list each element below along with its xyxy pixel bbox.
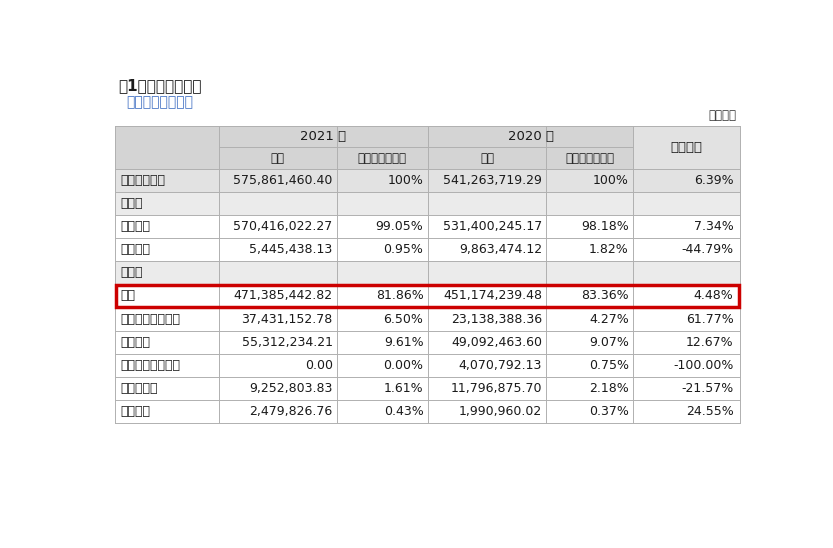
Text: 99.05%: 99.05% — [376, 220, 423, 233]
Text: 处置投资性房地产: 处置投资性房地产 — [121, 359, 181, 372]
Text: 471,385,442.82: 471,385,442.82 — [233, 289, 332, 302]
Bar — [115, 354, 740, 377]
Text: 100%: 100% — [387, 174, 423, 187]
Text: （1）营业收入构成: （1）营业收入构成 — [118, 78, 202, 93]
Bar — [115, 238, 740, 261]
Text: 2020 年: 2020 年 — [508, 130, 554, 143]
Text: 0.75%: 0.75% — [589, 359, 629, 372]
Text: 配件及其他: 配件及其他 — [121, 382, 158, 395]
Text: 占营业收入比重: 占营业收入比重 — [358, 152, 407, 164]
Text: 其他业务: 其他业务 — [121, 243, 151, 256]
Text: 100%: 100% — [593, 174, 629, 187]
Text: 4,070,792.13: 4,070,792.13 — [459, 359, 542, 372]
Text: 分行业: 分行业 — [121, 197, 143, 210]
Text: 7.34%: 7.34% — [694, 220, 733, 233]
Text: -21.57%: -21.57% — [681, 382, 733, 395]
Bar — [116, 285, 739, 307]
Text: 11,796,875.70: 11,796,875.70 — [451, 382, 542, 395]
Text: -100.00%: -100.00% — [673, 359, 733, 372]
Text: 分产品: 分产品 — [121, 266, 143, 279]
Bar — [115, 169, 740, 192]
Bar — [428, 126, 633, 169]
Text: 0.95%: 0.95% — [383, 243, 423, 256]
Text: 61.77%: 61.77% — [686, 312, 733, 326]
Text: -44.79%: -44.79% — [681, 243, 733, 256]
Text: 1.82%: 1.82% — [589, 243, 629, 256]
Text: 占营业收入比重: 占营业收入比重 — [565, 152, 614, 164]
Bar — [633, 126, 740, 169]
Text: 49,092,463.60: 49,092,463.60 — [451, 336, 542, 349]
Text: 安装收入: 安装收入 — [121, 336, 151, 349]
Text: 营业收入合计: 营业收入合计 — [121, 174, 166, 187]
Text: 单位：元: 单位：元 — [709, 109, 736, 122]
Text: 电梯行业: 电梯行业 — [121, 220, 151, 233]
Text: 81.86%: 81.86% — [376, 289, 423, 302]
Bar — [115, 261, 740, 284]
Text: 同比增减: 同比增减 — [671, 141, 702, 154]
Text: 9,252,803.83: 9,252,803.83 — [249, 382, 332, 395]
Text: 451,174,239.48: 451,174,239.48 — [443, 289, 542, 302]
Text: 0.00%: 0.00% — [383, 359, 423, 372]
Text: 570,416,022.27: 570,416,022.27 — [233, 220, 332, 233]
Text: 营业收入整体情况: 营业收入整体情况 — [126, 95, 192, 109]
Text: 扶梯、自动人行道: 扶梯、自动人行道 — [121, 312, 181, 326]
Text: 83.36%: 83.36% — [581, 289, 629, 302]
Text: 6.50%: 6.50% — [383, 312, 423, 326]
Text: 575,861,460.40: 575,861,460.40 — [233, 174, 332, 187]
Text: 9.61%: 9.61% — [384, 336, 423, 349]
Text: 金额: 金额 — [480, 152, 494, 164]
Bar — [115, 215, 740, 238]
Bar — [115, 400, 740, 423]
Bar — [115, 192, 740, 215]
Text: 租赁收入: 租赁收入 — [121, 405, 151, 418]
Bar — [115, 307, 740, 330]
Text: 98.18%: 98.18% — [581, 220, 629, 233]
Text: 5,445,438.13: 5,445,438.13 — [250, 243, 332, 256]
Text: 6.39%: 6.39% — [694, 174, 733, 187]
Text: 2.18%: 2.18% — [589, 382, 629, 395]
Text: 9.07%: 9.07% — [589, 336, 629, 349]
Text: 531,400,245.17: 531,400,245.17 — [443, 220, 542, 233]
Text: 金额: 金额 — [271, 152, 285, 164]
Bar — [219, 126, 428, 169]
Bar — [115, 126, 219, 169]
Text: 55,312,234.21: 55,312,234.21 — [242, 336, 332, 349]
Text: 0.37%: 0.37% — [589, 405, 629, 418]
Text: 1,990,960.02: 1,990,960.02 — [459, 405, 542, 418]
Text: 0.00: 0.00 — [305, 359, 332, 372]
Text: 2,479,826.76: 2,479,826.76 — [250, 405, 332, 418]
Bar — [115, 377, 740, 400]
Text: 2021 年: 2021 年 — [301, 130, 347, 143]
Text: 0.43%: 0.43% — [384, 405, 423, 418]
Text: 12.67%: 12.67% — [686, 336, 733, 349]
Text: 541,263,719.29: 541,263,719.29 — [443, 174, 542, 187]
Text: 1.61%: 1.61% — [384, 382, 423, 395]
Text: 4.48%: 4.48% — [694, 289, 733, 302]
Text: 24.55%: 24.55% — [686, 405, 733, 418]
Bar — [115, 330, 740, 354]
Text: 9,863,474.12: 9,863,474.12 — [459, 243, 542, 256]
Text: 23,138,388.36: 23,138,388.36 — [451, 312, 542, 326]
Text: 4.27%: 4.27% — [589, 312, 629, 326]
Text: 直梯: 直梯 — [121, 289, 136, 302]
Bar — [115, 284, 740, 307]
Text: 37,431,152.78: 37,431,152.78 — [242, 312, 332, 326]
